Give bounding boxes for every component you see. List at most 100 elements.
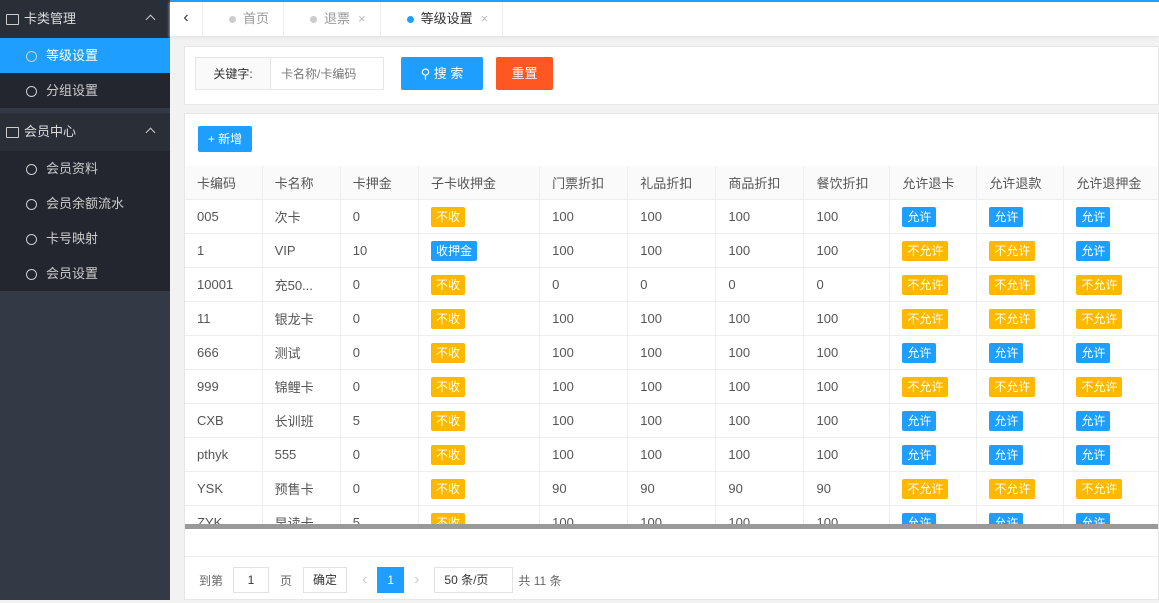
table-cell: 0 (539, 267, 629, 302)
badge: 不允许 (902, 274, 949, 295)
table-cell: 100 (627, 335, 717, 370)
badge: 不允许 (1076, 478, 1123, 499)
table-cell: 收押金 (418, 233, 541, 268)
table-cell: 不收 (418, 335, 541, 370)
table-cell: 不允许 (889, 301, 978, 336)
tab[interactable]: 等级设置 × (381, 2, 504, 36)
confirm-button[interactable]: 确定 (303, 567, 348, 593)
table-cell: 100 (715, 403, 805, 438)
table-cell: 100 (539, 437, 629, 472)
table-cell: 允许 (889, 199, 978, 234)
table-cell: 100 (539, 335, 629, 370)
table-cell: VIP (262, 233, 341, 268)
menu-group-header[interactable]: 卡类管理 (0, 0, 170, 38)
pagination: 到第 1 页 确定 ‹ 1 › 50 条/页 共 11 条 (185, 556, 1158, 603)
main: ‹ 首页 退票 × 等级设置 × 关键字: 卡名称/卡编码 ⚲ 搜 索 重置 + 新… (170, 0, 1159, 600)
column-header: 允许退押金 (1063, 166, 1158, 200)
search-button[interactable]: ⚲ 搜 索 (401, 57, 483, 90)
menu-item[interactable]: 等级设置 (0, 38, 170, 73)
table-cell: 90 (803, 471, 891, 506)
button-label: 搜 索 (433, 66, 464, 81)
table-cell: 100 (539, 233, 629, 268)
menu-item[interactable]: 会员资料 (0, 151, 170, 186)
table-cell: 不允许 (1063, 471, 1158, 506)
table-cell: 100 (715, 335, 805, 370)
table-cell: 90 (539, 471, 629, 506)
table-row: 1VIP10收押金100100100100不允许不允许允许正常 (185, 233, 1158, 268)
close-icon[interactable]: × (358, 11, 366, 26)
menu-item[interactable]: 会员设置 (0, 256, 170, 291)
goto-input[interactable]: 1 (233, 567, 270, 593)
table-cell: 100 (627, 301, 717, 336)
table-panel: + 新增 卡编码 卡名称 卡押金 子卡收押金 门票折扣 礼品折扣 商品折扣 餐饮折扣 允许退卡允… (184, 113, 1159, 600)
page-size-select[interactable]: 50 条/页 (434, 567, 514, 593)
page-number[interactable]: 1 (377, 567, 405, 593)
table-cell: 1 (185, 233, 263, 268)
tab[interactable]: 首页 (203, 2, 285, 36)
badge: 不收 (431, 376, 466, 397)
table-cell: 不收 (418, 403, 541, 438)
table-cell: 不收 (418, 267, 541, 302)
badge: 不收 (431, 206, 466, 227)
tab-label: 等级设置 (420, 11, 473, 26)
badge: 允许 (1076, 206, 1111, 227)
table-cell: 0 (340, 301, 420, 336)
table-cell: 100 (803, 437, 891, 472)
table-cell: 预售卡 (262, 471, 341, 506)
column-header: 子卡收押金 (418, 166, 541, 200)
tab[interactable]: 退票 × (284, 2, 381, 36)
badge: 允许 (902, 206, 937, 227)
badge: 不允许 (902, 240, 949, 261)
badge: 允许 (902, 342, 937, 363)
scrollbar[interactable] (185, 524, 1158, 529)
menu-item[interactable]: 分组设置 (0, 73, 170, 108)
menu-item[interactable]: 卡号映射 (0, 221, 170, 256)
button-label: 新增 (218, 132, 243, 146)
badge: 不允许 (1076, 274, 1123, 295)
table-cell: 0 (340, 369, 420, 404)
header-row: 卡编码 卡名称 卡押金 子卡收押金 门票折扣 礼品折扣 商品折扣 餐饮折扣 允许退卡 允许退款 允许… (185, 166, 1158, 200)
reset-button[interactable]: 重置 (496, 57, 553, 90)
badge: 不允许 (902, 308, 949, 329)
table-cell: 0 (340, 335, 420, 370)
badge: 允许 (1076, 342, 1111, 363)
page-label: 页 (280, 573, 293, 588)
table-cell: CXB (185, 403, 263, 438)
table-cell: 100 (539, 369, 629, 404)
table-cell: 90 (715, 471, 805, 506)
badge: 不允许 (989, 308, 1036, 329)
data-table: 卡编码 卡名称 卡押金 子卡收押金 门票折扣 礼品折扣 商品折扣 餐饮折扣 允许退卡 允许退款 允许… (185, 166, 1158, 528)
sidebar: 卡类管理 等级设置 分组设置会员中心 会员资料 会员余额流水 卡号映射 会员设置 (0, 0, 170, 600)
table-cell: 100 (627, 403, 717, 438)
close-icon[interactable]: × (480, 11, 489, 26)
search-input[interactable]: 卡名称/卡编码 (271, 57, 384, 90)
badge: 收押金 (431, 240, 478, 261)
table-cell: 允许 (1063, 335, 1158, 370)
badge: 不收 (431, 342, 466, 363)
search-label: 关键字: (195, 57, 271, 90)
menu-item[interactable]: 会员余额流水 (0, 186, 170, 221)
prev-button[interactable]: ‹ (362, 571, 368, 588)
badge: 允许 (902, 410, 937, 431)
table-cell: 不允许 (1063, 301, 1158, 336)
table-cell: pthyk (185, 437, 263, 472)
table-cell: 0 (715, 267, 805, 302)
table-cell: 100 (803, 199, 891, 234)
table-row: YSK预售卡0不收90909090不允许不允许不允许正常 (185, 471, 1158, 506)
table-cell: 不允许 (889, 471, 978, 506)
table-row: 999锦鲤卡0不收100100100100不允许不允许不允许正常 (185, 369, 1158, 404)
table-cell: 不允许 (976, 267, 1065, 302)
add-button[interactable]: + 新增 (198, 126, 252, 152)
table-cell: 允许 (1063, 199, 1158, 234)
table-cell: 长训班 (262, 403, 341, 438)
table-cell: YSK (185, 471, 263, 506)
next-button[interactable]: › (414, 571, 420, 588)
table-cell: 5 (340, 505, 420, 528)
back-button[interactable]: ‹ (170, 2, 203, 36)
table-cell: 100 (539, 403, 629, 438)
table-cell: 100 (715, 301, 805, 336)
table-cell: 100 (803, 369, 891, 404)
badge: 不收 (431, 308, 466, 329)
menu-group-header[interactable]: 会员中心 (0, 113, 170, 151)
column-header: 卡押金 (340, 166, 420, 200)
